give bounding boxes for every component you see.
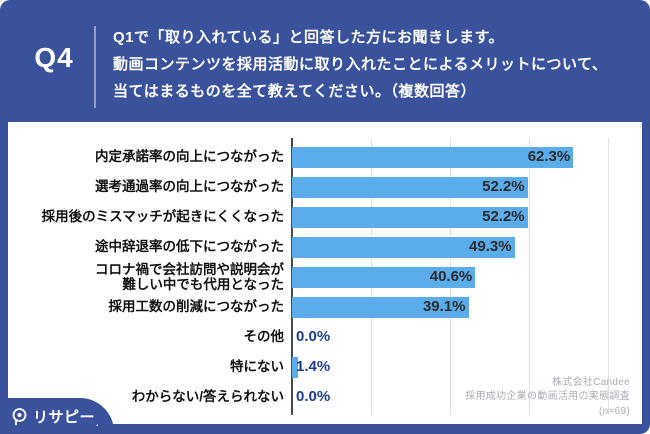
value-label: 49.3% (469, 238, 512, 255)
bar (292, 356, 299, 378)
chart-row: 内定承諾率の向上につながった 62.3% (8, 142, 642, 172)
header-divider (94, 26, 96, 108)
credit-survey: 採用成功企業の動画活用の実態調査 (465, 391, 630, 402)
logo-trademark-dot: . (96, 418, 99, 428)
credit-sample-size: (n=69) (599, 405, 630, 417)
bar-area: 62.3% (292, 142, 642, 172)
bar-area: 0.0% (292, 322, 642, 352)
category-label: わからない/答えられない (131, 389, 284, 405)
question-line-2: 動画コンテンツを採用活動に取り入れたことによるメリットについて、 (113, 56, 608, 73)
question-text: Q1で「取り入れている」と回答した方にお聞きします。 動画コンテンツを採用活動に… (113, 24, 607, 105)
bar (292, 296, 469, 318)
bar-chart: 内定承諾率の向上につながった 62.3% 選考通過率の向上につながった 52.2% 採用… (8, 142, 642, 412)
bar-area: 0.0% (292, 382, 642, 412)
category-label: 採用工数の削減につながった (108, 299, 285, 315)
bar-area: 52.2% (292, 202, 642, 232)
value-label: 52.2% (482, 178, 525, 195)
value-label: 40.6% (429, 268, 473, 285)
chart-row: 選考通過率の向上につながった 52.2% (8, 172, 642, 202)
bar-area: 39.1% (292, 292, 642, 322)
gridline (529, 138, 530, 415)
chart-row: 途中辞退率の低下につながった 49.3% (8, 232, 642, 262)
value-label: 1.4% (296, 358, 331, 375)
bar-area: 52.2% (292, 172, 642, 202)
bar (292, 266, 476, 288)
gridline (608, 138, 609, 415)
question-line-3: 当てはまるものを全て教えてください。（複数回答） (113, 83, 477, 100)
bar (292, 146, 574, 168)
credit-company: 株式会社Candee (551, 376, 630, 388)
category-label: 選考通過率の向上につながった (95, 179, 284, 195)
question-number: Q4 (34, 42, 74, 73)
logo-wordmark: リサピー (33, 408, 96, 426)
bar (292, 176, 528, 198)
chart-row: その他 0.0% (8, 322, 642, 352)
value-label: 62.3% (527, 148, 571, 165)
category-label: その他 (243, 329, 285, 345)
value-label: 0.0% (296, 328, 331, 345)
question-header: Q4 Q1で「取り入れている」と回答した方にお聞きします。 動画コンテンツを採用… (0, 0, 650, 114)
chart-row: コロナ禍で会社訪問や説明会が 難しい中でも代用となった 40.6% (8, 262, 642, 292)
value-label: 52.2% (482, 208, 525, 225)
source-credit: 株式会社Candee 採用成功企業の動画活用の実態調査 (n=69) (465, 376, 630, 420)
category-label: 採用後のミスマッチが起きにくくなった (41, 209, 284, 225)
bar (292, 206, 528, 228)
brand-logo: リサピー . (0, 398, 114, 434)
value-label: 39.1% (422, 298, 466, 315)
chart-card: 内定承諾率の向上につながった 62.3% 選考通過率の向上につながった 52.2% 採用… (8, 122, 642, 424)
category-label: 内定承諾率の向上につながった (95, 149, 284, 165)
value-label: 0.0% (296, 388, 331, 405)
magnifier-pin-icon (11, 407, 28, 426)
chart-row: わからない/答えられない 0.0% (8, 382, 642, 412)
question-line-1: Q1で「取り入れている」と回答した方にお聞きします。 (113, 29, 505, 46)
chart-row: 採用工数の削減につながった 39.1% (8, 292, 642, 322)
bar-area: 40.6% (292, 262, 642, 292)
bar-area: 1.4% (292, 352, 642, 382)
chart-row: 採用後のミスマッチが起きにくくなった 52.2% (8, 202, 642, 232)
category-label: コロナ禍で会社訪問や説明会が 難しい中でも代用となった (95, 261, 284, 293)
bar (292, 236, 515, 258)
category-label: 特にない (230, 359, 284, 375)
chart-row: 特にない 1.4% (8, 352, 642, 382)
category-label: 途中辞退率の低下につながった (95, 239, 284, 255)
bar-area: 49.3% (292, 232, 642, 262)
